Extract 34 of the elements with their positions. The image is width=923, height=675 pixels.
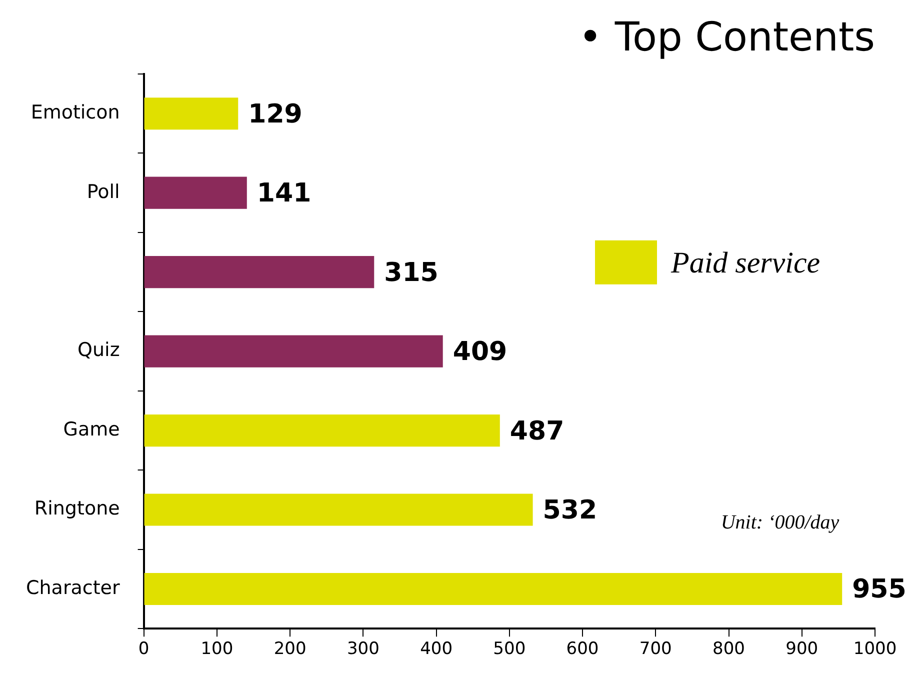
y-tick-label: Poll (86, 180, 120, 203)
x-tick-label: 900 (786, 639, 818, 660)
bar (144, 572, 842, 606)
bar (144, 494, 533, 526)
bar (144, 335, 443, 368)
data-label: 532 (542, 496, 598, 526)
data-label: 487 (510, 416, 564, 446)
x-tick-label: 200 (274, 639, 306, 660)
x-tick-label: 0 (138, 639, 150, 660)
y-tick-label: Ringtone (34, 498, 120, 520)
data-label: 409 (452, 337, 508, 368)
bar (144, 98, 238, 130)
data-label: 141 (256, 178, 312, 209)
data-label: 315 (384, 258, 438, 288)
y-tick-label: Game (63, 418, 120, 440)
data-label: 129 (248, 99, 302, 130)
x-tick-label: 700 (639, 639, 672, 660)
x-tick-label: 100 (200, 639, 234, 660)
bar (144, 176, 247, 209)
chart-title: • Top Contents (578, 14, 875, 60)
y-tick-label: Emoticon (30, 102, 120, 124)
y-tick-label: Character (26, 576, 120, 599)
x-tick-label: 1000 (853, 639, 897, 660)
y-tick-label: Quiz (78, 339, 120, 362)
legend-label: Paid service (670, 246, 820, 280)
x-tick-label: 600 (566, 639, 599, 660)
x-tick-label: 300 (346, 639, 380, 660)
data-label: 955 (852, 574, 906, 605)
annotation: Unit: ‘000/day (720, 512, 840, 534)
x-tick-label: 500 (493, 639, 526, 660)
bar (144, 256, 374, 288)
x-tick-label: 400 (420, 639, 453, 660)
bar (144, 414, 500, 447)
x-tick-label: 800 (712, 639, 745, 660)
